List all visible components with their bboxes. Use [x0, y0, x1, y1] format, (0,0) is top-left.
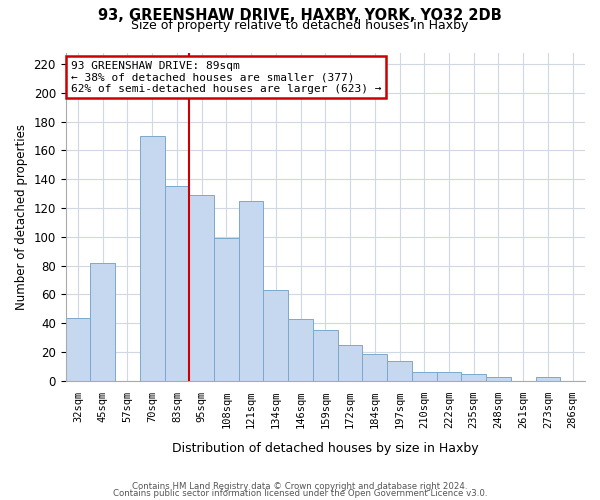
Text: Contains HM Land Registry data © Crown copyright and database right 2024.: Contains HM Land Registry data © Crown c…: [132, 482, 468, 491]
Text: Contains public sector information licensed under the Open Government Licence v3: Contains public sector information licen…: [113, 489, 487, 498]
Text: 93 GREENSHAW DRIVE: 89sqm
← 38% of detached houses are smaller (377)
62% of semi: 93 GREENSHAW DRIVE: 89sqm ← 38% of detac…: [71, 60, 382, 94]
Text: Size of property relative to detached houses in Haxby: Size of property relative to detached ho…: [131, 19, 469, 32]
Bar: [239, 201, 263, 381]
Bar: [288, 319, 313, 381]
Bar: [313, 330, 338, 381]
Bar: [486, 376, 511, 381]
Bar: [437, 372, 461, 381]
Y-axis label: Number of detached properties: Number of detached properties: [15, 124, 28, 310]
Bar: [91, 263, 115, 381]
Bar: [461, 374, 486, 381]
Bar: [387, 360, 412, 381]
Bar: [190, 195, 214, 381]
Bar: [536, 376, 560, 381]
Bar: [263, 290, 288, 381]
X-axis label: Distribution of detached houses by size in Haxby: Distribution of detached houses by size …: [172, 442, 479, 455]
Text: 93, GREENSHAW DRIVE, HAXBY, YORK, YO32 2DB: 93, GREENSHAW DRIVE, HAXBY, YORK, YO32 2…: [98, 8, 502, 22]
Bar: [164, 186, 190, 381]
Bar: [214, 238, 239, 381]
Bar: [65, 318, 91, 381]
Bar: [338, 345, 362, 381]
Bar: [362, 354, 387, 381]
Bar: [412, 372, 437, 381]
Bar: [140, 136, 164, 381]
